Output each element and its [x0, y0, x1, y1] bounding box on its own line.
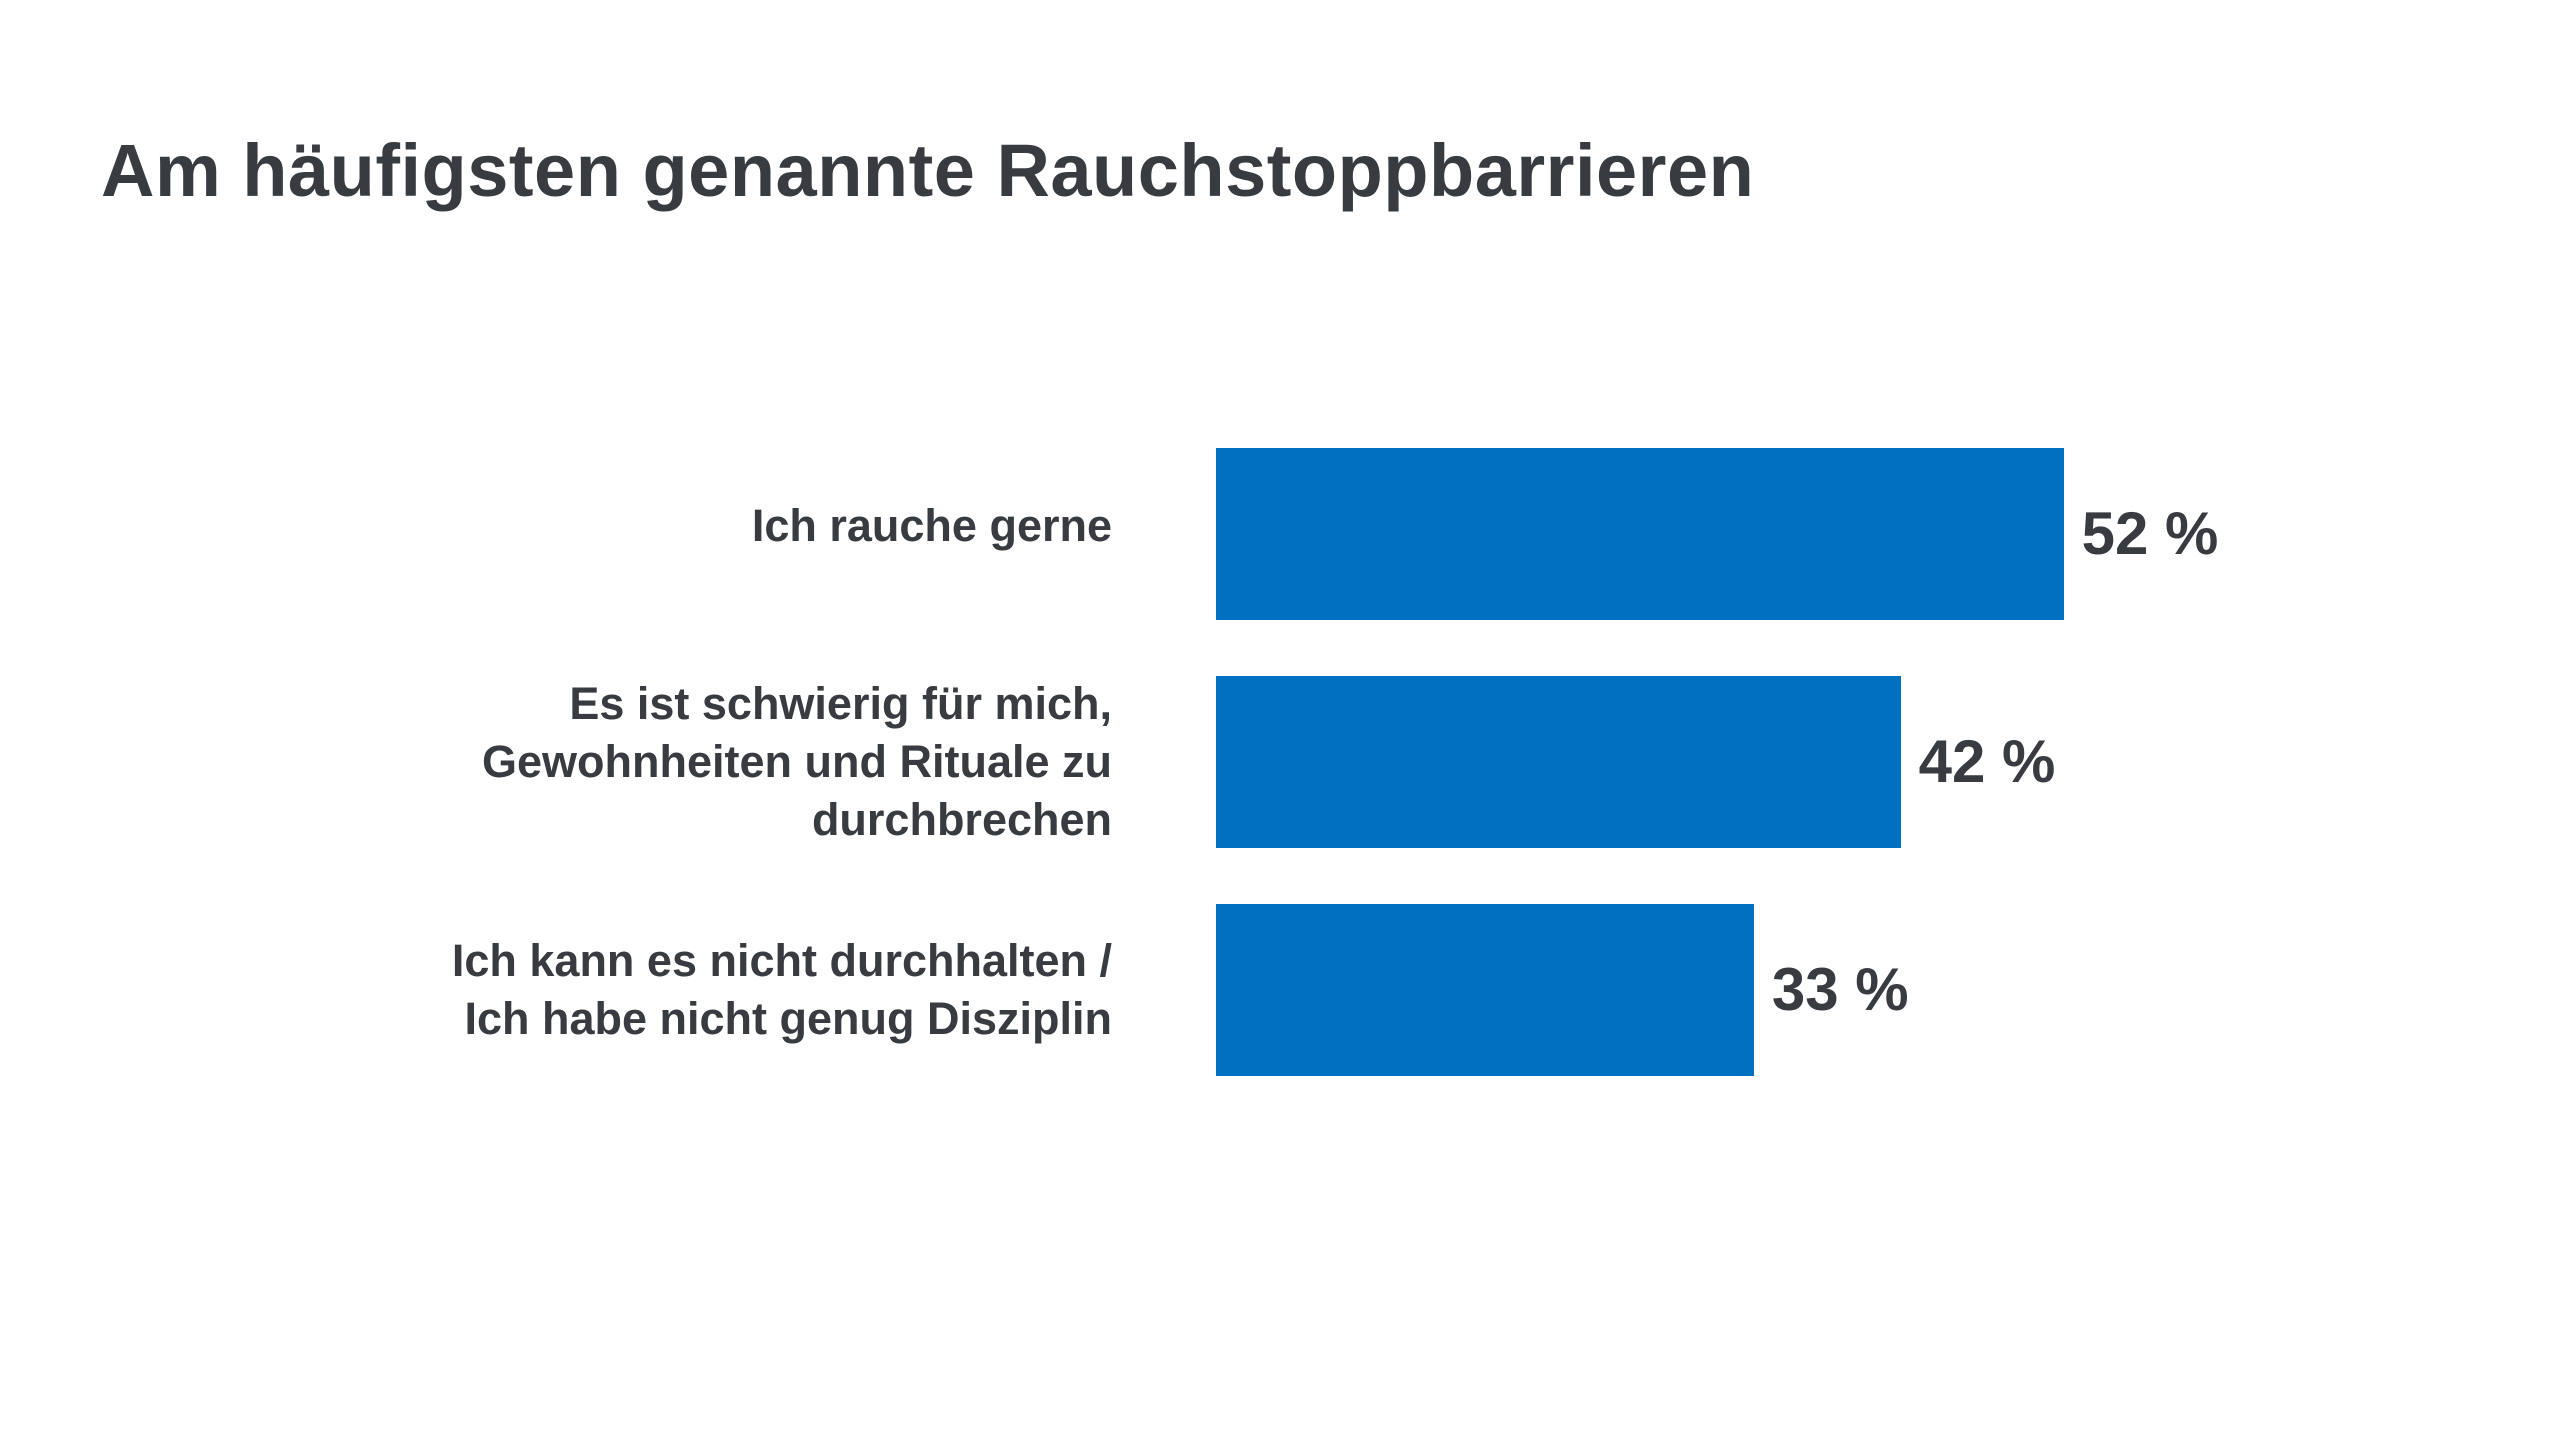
value-label-3: 33 % [1771, 956, 1909, 1023]
category-label-2-line-1: Es ist schwierig für mich, [569, 678, 1112, 729]
category-label-2-line-2: Gewohnheiten und Rituale zu [482, 736, 1112, 787]
value-label-1: 52 % [2081, 500, 2219, 567]
category-label-1: Ich rauche gerne [312, 497, 1112, 555]
category-label-3: Ich kann es nicht durchhalten / Ich habe … [312, 932, 1112, 1048]
value-label-2: 42 % [1918, 728, 2056, 795]
category-label-3-line-2: Ich habe nicht genug Disziplin [464, 993, 1112, 1044]
category-label-2: Es ist schwierig für mich, Gewohnheiten u… [312, 675, 1112, 849]
bar-2 [1216, 676, 1901, 848]
category-label-3-line-1: Ich kann es nicht durchhalten / [451, 935, 1112, 986]
bar-1 [1216, 448, 2064, 620]
category-label-2-line-3: durchbrechen [811, 794, 1112, 845]
category-label-1-line-1: Ich rauche gerne [751, 500, 1112, 551]
chart-title: Am häufigsten genannte Rauchstoppbarrier… [101, 129, 1755, 212]
bar-3 [1216, 904, 1754, 1076]
